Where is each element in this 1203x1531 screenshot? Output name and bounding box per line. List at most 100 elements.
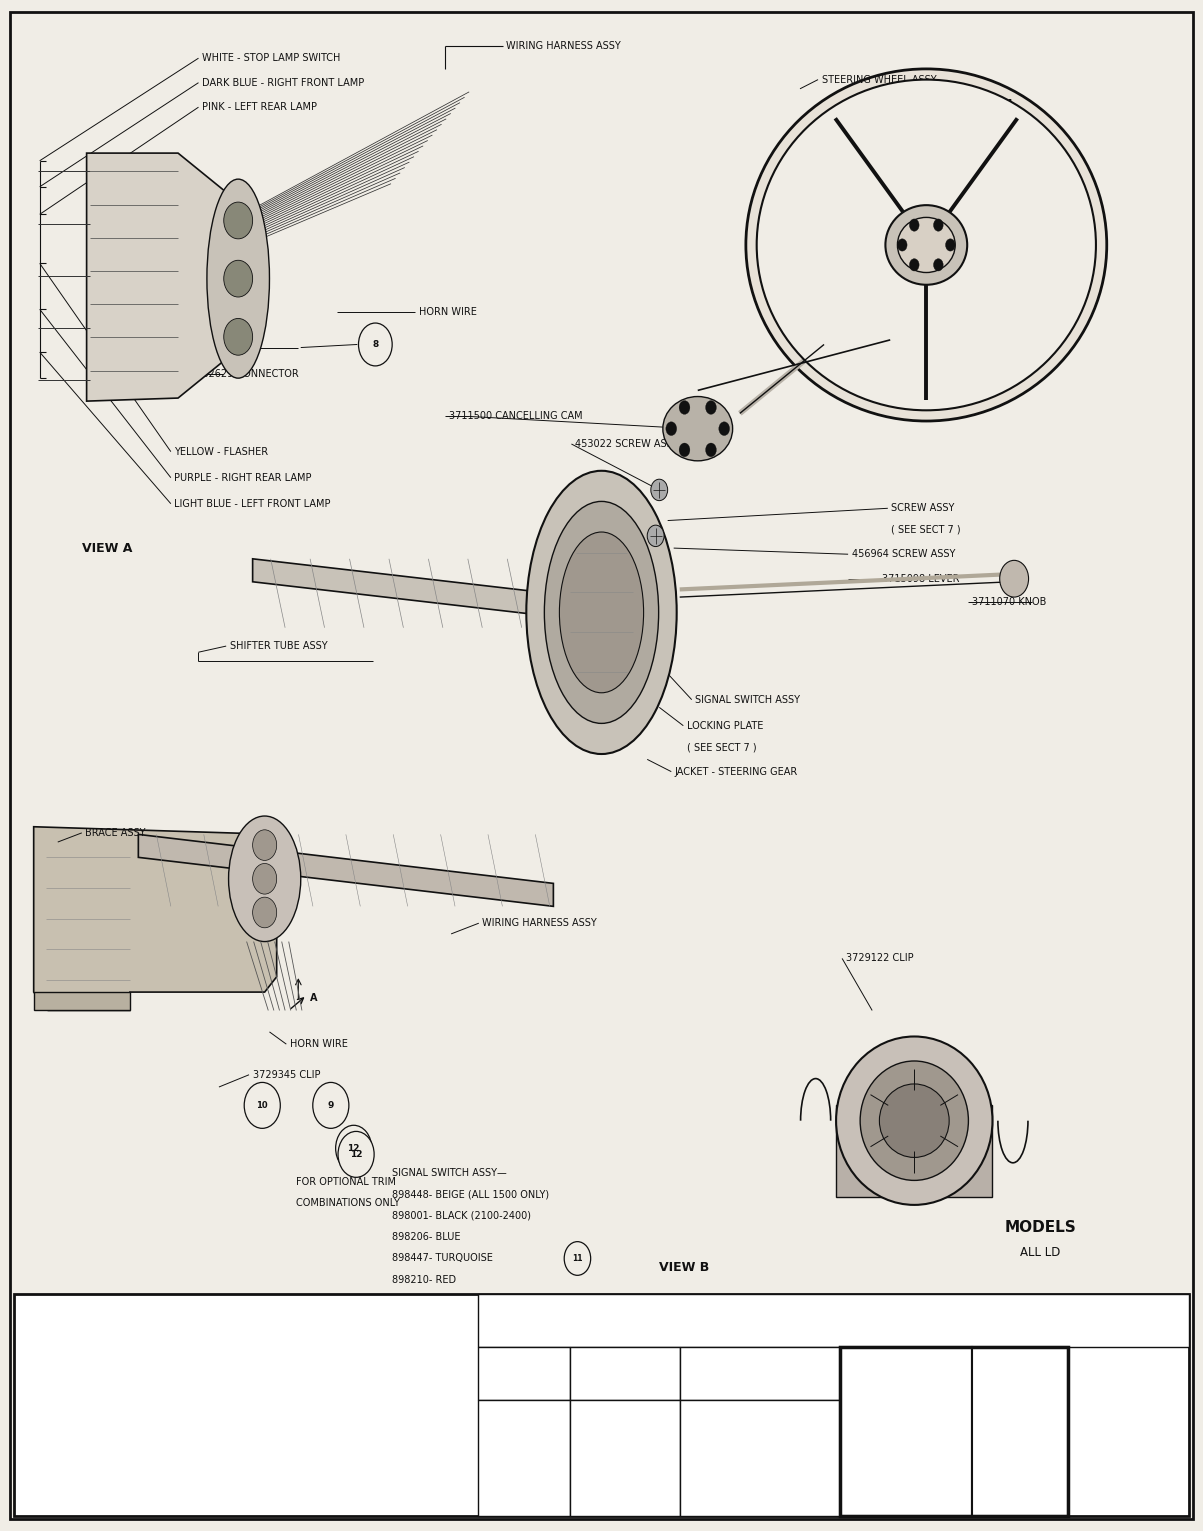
Bar [680, 1347, 840, 1399]
Circle shape [338, 1131, 374, 1177]
Circle shape [934, 219, 943, 231]
Text: DRAWN: DRAWN [574, 1353, 608, 1363]
Bar [10, 12, 1193, 1294]
Text: 898448- BEIGE (ALL 1500 ONLY): 898448- BEIGE (ALL 1500 ONLY) [392, 1190, 550, 1199]
Ellipse shape [746, 69, 1107, 421]
Text: WIRING HARNESS ASSY: WIRING HARNESS ASSY [506, 41, 621, 51]
Polygon shape [138, 834, 553, 906]
Bar [14, 1294, 1189, 1516]
Text: 898447 WAS 898209: 898447 WAS 898209 [122, 1366, 226, 1375]
Text: 898212- GREEN: 898212- GREEN [392, 1318, 470, 1327]
Text: SIGNAL SWITCH ASSY—: SIGNAL SWITCH ASSY— [392, 1168, 506, 1177]
Ellipse shape [757, 80, 1096, 410]
Bar [680, 1399, 840, 1516]
Text: 30.00: 30.00 [967, 1424, 1073, 1456]
Text: 12: 12 [887, 1425, 925, 1453]
Circle shape [705, 442, 717, 456]
Text: ( SEE SECT 7 ): ( SEE SECT 7 ) [687, 743, 757, 752]
Polygon shape [34, 827, 277, 1010]
Ellipse shape [836, 1036, 992, 1205]
Circle shape [909, 259, 919, 271]
Circle shape [253, 897, 277, 928]
Text: FOR OPTIONAL TRIM: FOR OPTIONAL TRIM [296, 1177, 396, 1187]
Text: 3711070 KNOB: 3711070 KNOB [972, 597, 1047, 606]
Text: F: F [440, 1392, 445, 1401]
Circle shape [1000, 560, 1029, 597]
Text: 3729122 CLIP: 3729122 CLIP [846, 954, 913, 963]
Ellipse shape [559, 533, 644, 692]
Text: 2-22-56: 2-22-56 [18, 1366, 57, 1375]
Circle shape [244, 1082, 280, 1128]
Text: 5642: 5642 [345, 1419, 368, 1427]
Text: 8: 8 [97, 1445, 102, 1454]
Text: BRACE ASSY: BRACE ASSY [85, 828, 146, 837]
Text: 11: 11 [94, 1366, 106, 1375]
Text: A: A [310, 994, 318, 1003]
Text: PINK - LEFT REAR LAMP: PINK - LEFT REAR LAMP [202, 103, 318, 112]
Text: 7-25-55: 7-25-55 [481, 1473, 520, 1484]
Text: REDRAWN: REDRAWN [122, 1471, 173, 1480]
Text: VIEW B: VIEW B [659, 1262, 710, 1274]
Text: 3733191 CLIP: 3733191 CLIP [186, 343, 254, 352]
Text: 898210- RED: 898210- RED [392, 1275, 456, 1285]
Text: SHEET: SHEET [976, 1353, 1005, 1363]
Text: DATE: DATE [18, 1497, 46, 1508]
Circle shape [224, 260, 253, 297]
Text: 10: 10 [94, 1392, 106, 1401]
Text: SCREW ASSY: SCREW ASSY [891, 504, 955, 513]
Text: ( SEE SECT 7 ): ( SEE SECT 7 ) [891, 525, 961, 534]
Text: DATE: DATE [481, 1418, 504, 1427]
Polygon shape [87, 153, 235, 401]
Text: YELLOW - FLASHER: YELLOW - FLASHER [174, 447, 268, 456]
Text: REVISION RECORD: REVISION RECORD [179, 1497, 279, 1508]
Text: ( SEE SECT 9 ): ( SEE SECT 9 ) [882, 122, 952, 132]
Text: 898001- BLACK (2100-2400): 898001- BLACK (2100-2400) [392, 1211, 532, 1220]
Text: 12: 12 [350, 1150, 362, 1159]
Text: PASSENGER CAR INSTRUCTION MANUAL: PASSENGER CAR INSTRUCTION MANUAL [700, 1323, 966, 1337]
Text: V: V [411, 1392, 417, 1401]
Text: 5964: 5964 [345, 1471, 371, 1480]
Text: ALL LD: ALL LD [1020, 1246, 1061, 1258]
Text: NOTE REMOVED: NOTE REMOVED [122, 1419, 194, 1427]
Text: STEERING WHEEL ASSY: STEERING WHEEL ASSY [822, 75, 936, 84]
Bar [840, 1347, 1068, 1516]
Text: DR.: DR. [411, 1497, 428, 1508]
Text: 3729345 CLIP: 3729345 CLIP [253, 1070, 320, 1079]
Text: 9: 9 [327, 1101, 334, 1110]
Text: CHECKED: CHECKED [683, 1353, 727, 1363]
Circle shape [313, 1082, 349, 1128]
Text: 12: 12 [94, 1340, 106, 1349]
Text: 898206- BLUE: 898206- BLUE [392, 1232, 461, 1242]
Circle shape [336, 1125, 372, 1171]
Bar [840, 1347, 972, 1516]
Circle shape [705, 401, 717, 415]
Circle shape [897, 239, 907, 251]
Circle shape [651, 479, 668, 501]
Bar [570, 1399, 680, 1516]
Text: VIEW A: VIEW A [82, 542, 132, 554]
Text: 898448 WAS 898318: 898448 WAS 898318 [122, 1340, 217, 1349]
Circle shape [665, 421, 676, 435]
Circle shape [253, 863, 277, 894]
Circle shape [678, 442, 691, 456]
Text: 3715098 LEVER: 3715098 LEVER [882, 574, 959, 583]
Text: 2-2-56: 2-2-56 [18, 1471, 51, 1480]
Text: 11: 11 [573, 1254, 582, 1263]
Text: 12: 12 [348, 1144, 360, 1153]
Ellipse shape [229, 816, 301, 942]
Text: 10: 10 [256, 1101, 268, 1110]
Text: 898211- GOLD: 898211- GOLD [392, 1297, 464, 1306]
Text: LOCKING PLATE: LOCKING PLATE [687, 721, 763, 730]
Bar [478, 1294, 1189, 1347]
Circle shape [224, 202, 253, 239]
Text: 456964 SCREW ASSY: 456964 SCREW ASSY [852, 550, 955, 559]
Text: REF.: REF. [481, 1353, 499, 1363]
Bar [972, 1347, 1068, 1516]
Circle shape [564, 1242, 591, 1275]
Text: F: F [440, 1340, 445, 1349]
Circle shape [946, 239, 955, 251]
Circle shape [934, 259, 943, 271]
Ellipse shape [879, 1084, 949, 1157]
Bar [478, 1399, 570, 1516]
Text: 6657: 6657 [345, 1366, 371, 1375]
